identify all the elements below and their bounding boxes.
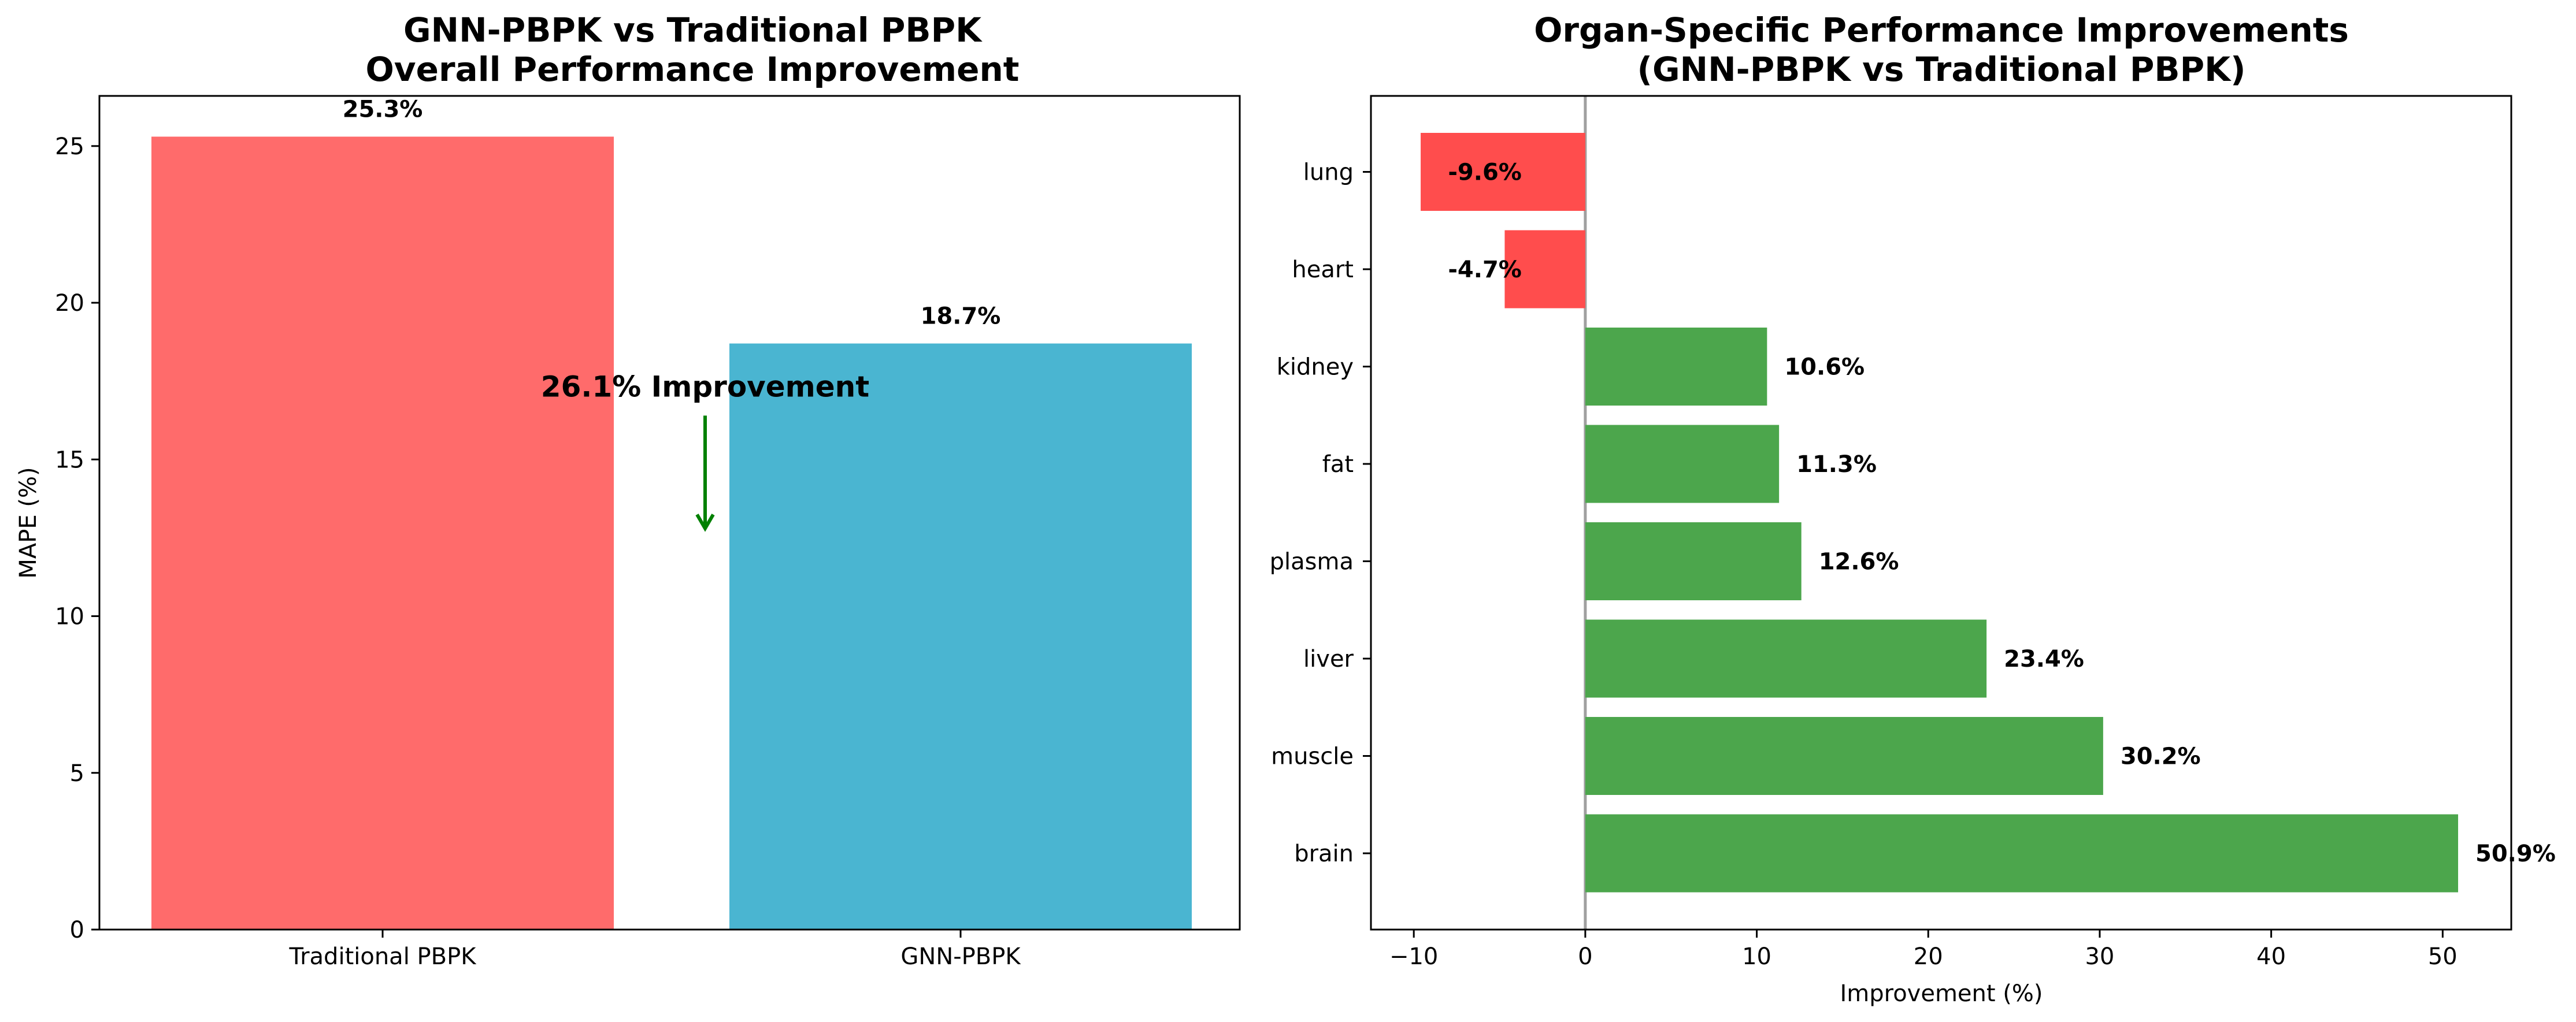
value-label-liver: 23.4% (2004, 646, 2084, 672)
x-tick-label: 50 (2428, 943, 2458, 970)
value-label-kidney: 10.6% (1784, 354, 1865, 381)
bar-heart (1504, 230, 1585, 309)
y-tick-label: 10 (55, 604, 84, 630)
right-plot-frame (1370, 95, 2512, 931)
x-tick-label: 30 (2085, 943, 2114, 970)
value-label-brain: 50.9% (2475, 841, 2556, 867)
left-plot-frame (98, 95, 1241, 931)
bar-gnn-pbpk (729, 343, 1192, 930)
bar-fat (1585, 425, 1780, 503)
value-label-plasma: 12.6% (1819, 549, 1899, 575)
bar-plasma (1585, 522, 1802, 600)
right-chart-title-line-1: Organ-Specific Performance Improvements (1534, 10, 2349, 50)
y-tick-label-kidney: kidney (1277, 354, 1354, 381)
value-label-lung: -9.6% (1448, 159, 1522, 186)
organ-improvement-chart: Organ-Specific Performance Improvements … (1270, 10, 2556, 1007)
y-tick-label-heart: heart (1292, 257, 1354, 283)
y-tick-label: 0 (70, 917, 84, 943)
bar-lung (1421, 133, 1585, 211)
value-label-traditional-pbpk: 25.3% (343, 96, 423, 123)
y-tick-label-fat: fat (1322, 451, 1354, 478)
value-label-gnn-pbpk: 18.7% (921, 303, 1001, 330)
bar-traditional-pbpk (151, 136, 614, 930)
value-label-fat: 11.3% (1796, 451, 1877, 478)
x-tick-label: −10 (1389, 943, 1438, 970)
x-tick-label: 0 (1578, 943, 1592, 970)
y-tick-label: 25 (55, 133, 84, 160)
right-x-axis-label: Improvement (%) (1840, 980, 2043, 1007)
x-tick-label: GNN-PBPK (900, 943, 1021, 970)
x-tick-label: 40 (2256, 943, 2286, 970)
bar-brain (1585, 814, 2459, 893)
bar-kidney (1585, 328, 1767, 406)
y-tick-label-lung: lung (1303, 159, 1354, 186)
improvement-arrow-head (695, 514, 715, 532)
y-tick-label-liver: liver (1303, 646, 1354, 672)
y-tick-label-muscle: muscle (1271, 744, 1354, 770)
left-chart-title-line-1: GNN-PBPK vs Traditional PBPK (403, 10, 983, 50)
y-tick-label-plasma: plasma (1270, 549, 1354, 575)
improvement-annotation: 26.1% Improvement (541, 370, 869, 403)
value-label-muscle: 30.2% (2121, 744, 2201, 770)
overall-mape-chart: GNN-PBPK vs Traditional PBPK Overall Per… (15, 10, 1241, 970)
y-tick-label: 20 (55, 290, 84, 317)
y-tick-label: 15 (55, 447, 84, 473)
right-chart-title-line-2: (GNN-PBPK vs Traditional PBPK) (1637, 50, 2245, 89)
bar-liver (1585, 619, 1987, 698)
left-chart-title-line-2: Overall Performance Improvement (366, 50, 1020, 89)
y-tick-label-brain: brain (1294, 841, 1354, 867)
x-tick-label: 10 (1742, 943, 1771, 970)
value-label-heart: -4.7% (1448, 257, 1522, 283)
y-tick-label: 5 (70, 760, 84, 787)
x-tick-label: Traditional PBPK (289, 943, 477, 970)
left-y-axis-label: MAPE (%) (15, 467, 42, 578)
x-tick-label: 20 (1914, 943, 1943, 970)
bar-muscle (1585, 717, 2103, 795)
